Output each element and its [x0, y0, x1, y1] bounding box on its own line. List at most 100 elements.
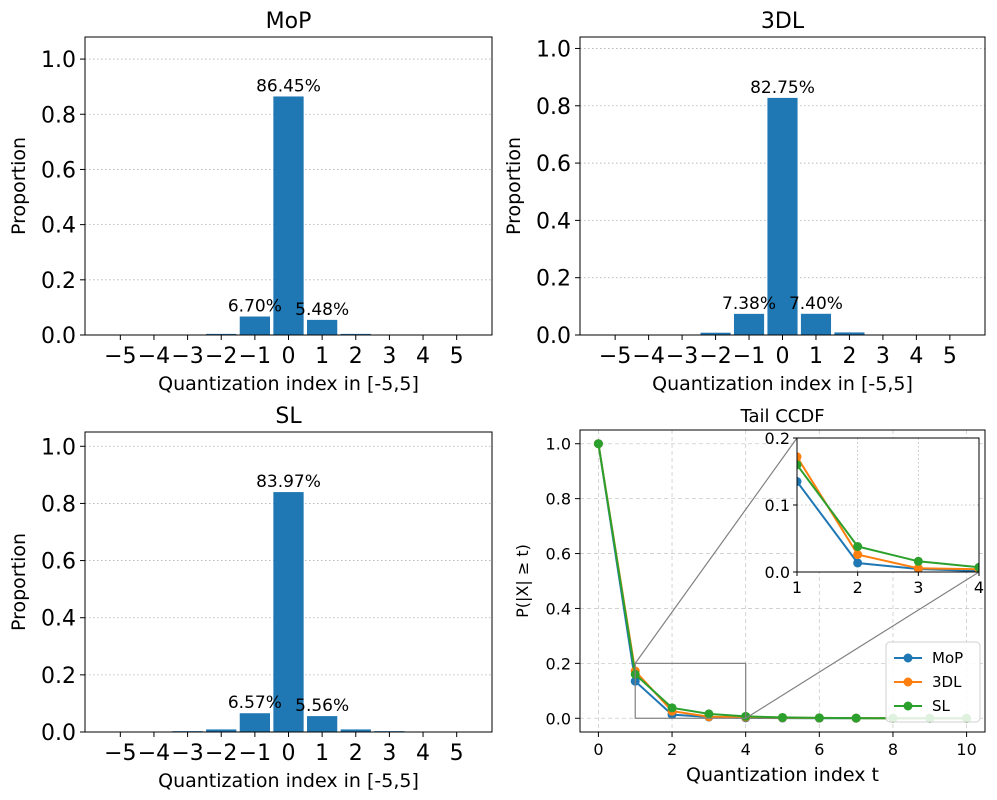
bar: [307, 716, 338, 732]
panel-mop: 0.0 0.2 0.4 0.6 0.8 1.0 −5 −4 −3 −2 −1 0 1 2 3 4 5 86.45%…: [8, 9, 493, 395]
panel-3dl: 0.0 0.2 0.4 0.6 0.8 1.0 −5 −4 −3 −2 −1 0 1 2 3 4 5 82.75%…: [503, 9, 986, 395]
x-tick-label: −3: [171, 344, 203, 369]
data-point: [593, 439, 603, 449]
bar: [767, 97, 798, 335]
bar-value-label: 82.75%: [750, 78, 815, 98]
x-tick-label: 1: [315, 344, 329, 369]
bar: [340, 729, 371, 732]
y-tick-label: 0.4: [536, 209, 571, 234]
x-tick-label: 5: [450, 741, 464, 766]
x-tick-label: −4: [138, 741, 170, 766]
inset-x-tick-label: 2: [853, 578, 863, 597]
x-tick-label: −1: [239, 344, 271, 369]
y-axis-label: Proportion: [8, 533, 30, 631]
y-tick-label: 0.8: [41, 492, 76, 517]
y-tick-label: 1.0: [546, 435, 571, 454]
x-tick-label: −2: [699, 344, 731, 369]
x-tick-label: 3: [876, 344, 890, 369]
inset-data-point: [853, 550, 863, 560]
chart-title: Tail CCDF: [739, 406, 824, 427]
axes-frame: [579, 429, 986, 733]
y-tick-label: 1.0: [41, 435, 76, 460]
zoom-connector-line: [745, 571, 980, 719]
x-tick-label: 1: [315, 741, 329, 766]
inset-x-tick-label: 4: [974, 578, 984, 597]
zoom-region-box: [634, 662, 747, 719]
bar: [239, 713, 270, 732]
data-point: [704, 709, 714, 719]
bar: [206, 729, 237, 732]
inset-series-line-3dl: [797, 447, 979, 571]
bar: [340, 333, 371, 335]
inset-data-point: [853, 558, 863, 568]
x-tick-label: −5: [599, 344, 631, 369]
bar-value-label: 7.38%: [722, 294, 776, 314]
inset-plot-area: [797, 447, 979, 572]
y-tick-label: 0.8: [41, 103, 76, 128]
legend-marker: [903, 653, 913, 663]
legend-label: MoP: [932, 649, 963, 667]
data-point: [851, 713, 861, 723]
legend-label: 3DL: [932, 673, 962, 691]
x-tick-label: 0: [282, 741, 296, 766]
y-tick-label: 0.8: [536, 95, 571, 120]
bar: [733, 313, 765, 335]
panel-tail-ccdf: 0 2 4 6 8 10 0.0 0.2 0.4 0.6 0.8 1.0 Tail CCDF Quanti…: [513, 406, 986, 786]
x-tick-label: −4: [632, 344, 664, 369]
y-tick-label: 1.0: [41, 48, 76, 73]
inset-data-point: [913, 563, 923, 572]
y-axis-label: P(|X| ≥ t): [513, 544, 532, 618]
x-tick-label: 2: [349, 344, 363, 369]
chart-title: 3DL: [761, 9, 805, 34]
x-tick-label: 0: [282, 344, 296, 369]
x-axis-label: Quantization index t: [686, 764, 879, 786]
inset-y-tick-label: 0.1: [765, 496, 790, 515]
x-tick-label: 5: [450, 344, 464, 369]
x-tick-label: −1: [733, 344, 765, 369]
chart-title: MoP: [266, 9, 312, 34]
inset-y-tick-label: 0.0: [765, 563, 790, 582]
bar: [206, 333, 237, 335]
bar: [273, 96, 304, 335]
y-tick-label: 0.6: [41, 158, 76, 183]
x-axis-label: Quantization index in [-5,5]: [158, 373, 419, 395]
legend-label: SL: [932, 697, 951, 715]
legend-marker: [903, 701, 913, 711]
inset-data-point: [797, 460, 802, 470]
bar: [273, 492, 304, 732]
bar: [800, 313, 832, 335]
bar: [307, 319, 338, 335]
x-tick-label: 4: [416, 344, 430, 369]
panel-sl: 0.0 0.2 0.4 0.6 0.8 1.0 −5 −4 −3 −2 −1 0 1 2 3 4 5 83.97%…: [8, 404, 493, 792]
data-point: [778, 712, 787, 722]
x-tick-label: −5: [104, 344, 136, 369]
x-tick-label: 10: [956, 740, 976, 759]
y-tick-label: 0.8: [546, 490, 571, 509]
y-tick-label: 0.6: [536, 152, 571, 177]
x-tick-label: 2: [842, 344, 856, 369]
inset-series-line-sl: [797, 455, 979, 569]
y-tick-label: 0.0: [41, 721, 76, 746]
data-point: [814, 713, 824, 723]
inset-x-tick-label: 3: [913, 578, 923, 597]
y-tick-label: 0.2: [41, 269, 76, 294]
x-tick-label: 3: [382, 741, 396, 766]
y-tick-label: 0.6: [41, 550, 76, 575]
y-tick-label: 0.0: [41, 324, 76, 349]
bar-value-label: 86.45%: [256, 76, 321, 96]
legend-marker: [903, 677, 913, 687]
y-axis-label: Proportion: [8, 137, 30, 235]
data-point: [667, 703, 677, 713]
x-tick-label: −1: [239, 741, 271, 766]
inset-data-point: [913, 556, 923, 566]
bar-value-label: 6.70%: [228, 297, 282, 317]
inset-series-line-mop: [797, 471, 979, 572]
y-tick-label: 0.2: [536, 267, 571, 292]
x-tick-label: −5: [104, 741, 136, 766]
x-tick-label: 8: [888, 740, 898, 759]
y-tick-label: 0.4: [41, 607, 76, 632]
inset-x-tick-label: 1: [792, 578, 802, 597]
bar: [834, 332, 865, 335]
x-tick-label: 4: [741, 740, 751, 759]
